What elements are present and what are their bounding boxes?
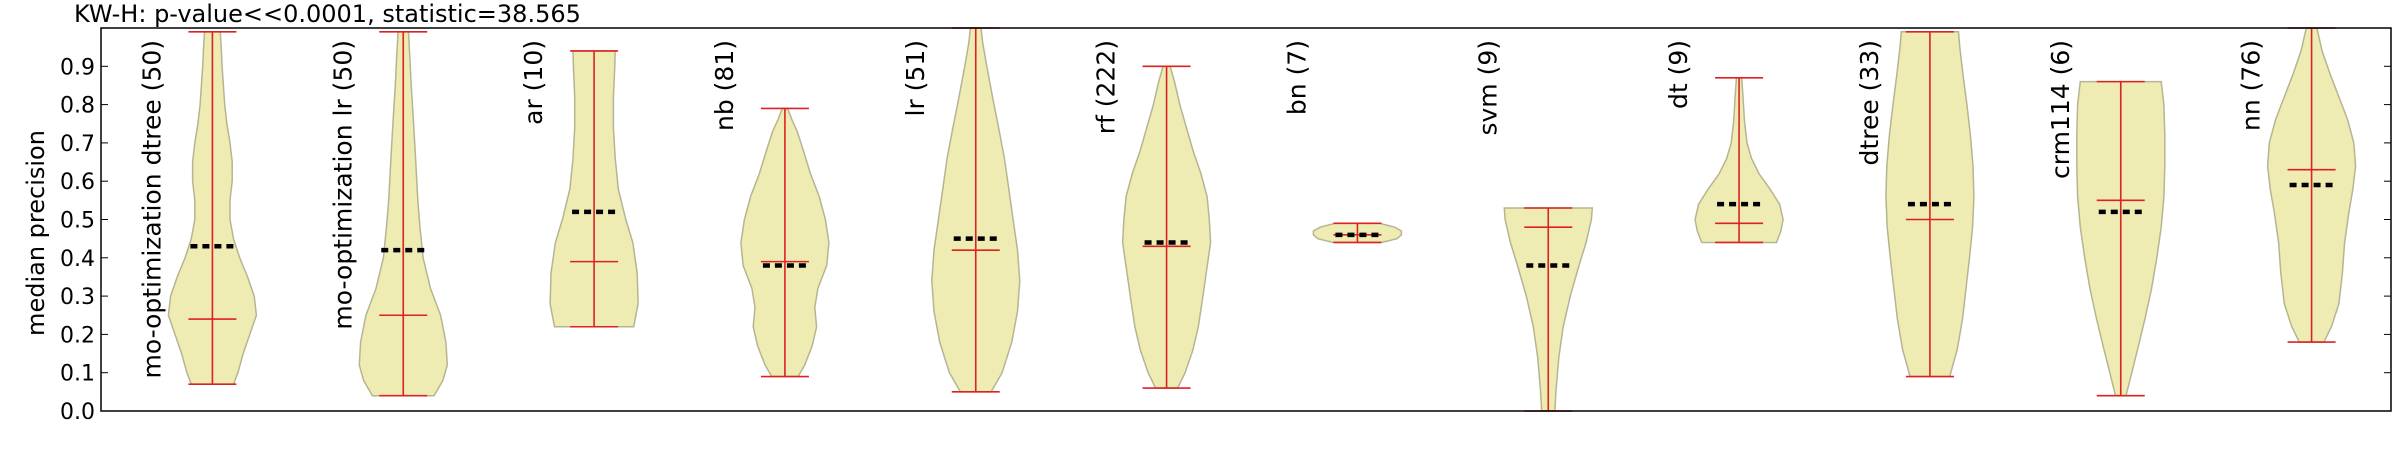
group-label: dtree (33) — [1855, 40, 1884, 165]
group-label: bn (7) — [1282, 40, 1311, 115]
group-label: ar (10) — [519, 40, 548, 125]
y-tick-label: 0.2 — [60, 323, 95, 348]
plot-frame — [100, 27, 2392, 412]
y-tick-label: 0.9 — [60, 55, 95, 80]
y-tick-label: 0.0 — [60, 400, 95, 425]
y-tick-label: 0.7 — [60, 132, 95, 157]
group-label: nb (81) — [710, 40, 739, 131]
y-tick-label: 0.6 — [60, 170, 95, 195]
chart-title: KW-H: p-value<<0.0001, statistic=38.565 — [74, 0, 581, 28]
y-tick-label: 0.5 — [60, 209, 95, 234]
group-label: nn (76) — [2237, 40, 2266, 131]
group-label: lr (51) — [901, 40, 930, 117]
group-label: dt (9) — [1664, 40, 1693, 109]
group-label: crm114 (6) — [2046, 40, 2075, 179]
y-axis-label: median precision — [22, 130, 50, 336]
y-tick-label: 0.3 — [60, 285, 95, 310]
group-label: mo-optimization lr (50) — [328, 40, 357, 330]
y-tick-label: 0.8 — [60, 94, 95, 119]
y-tick-label: 0.1 — [60, 362, 95, 387]
group-label: svm (9) — [1473, 40, 1502, 136]
plot-area: 0.0 0.1 0.2 0.3 0.4 0.5 0.6 0.7 0.8 0.9 mo-optimiz… — [60, 27, 2391, 425]
y-tick-label: 0.4 — [60, 247, 95, 272]
group-label: mo-optimization dtree (50) — [137, 40, 166, 379]
group-label: rf (222) — [1092, 40, 1121, 134]
